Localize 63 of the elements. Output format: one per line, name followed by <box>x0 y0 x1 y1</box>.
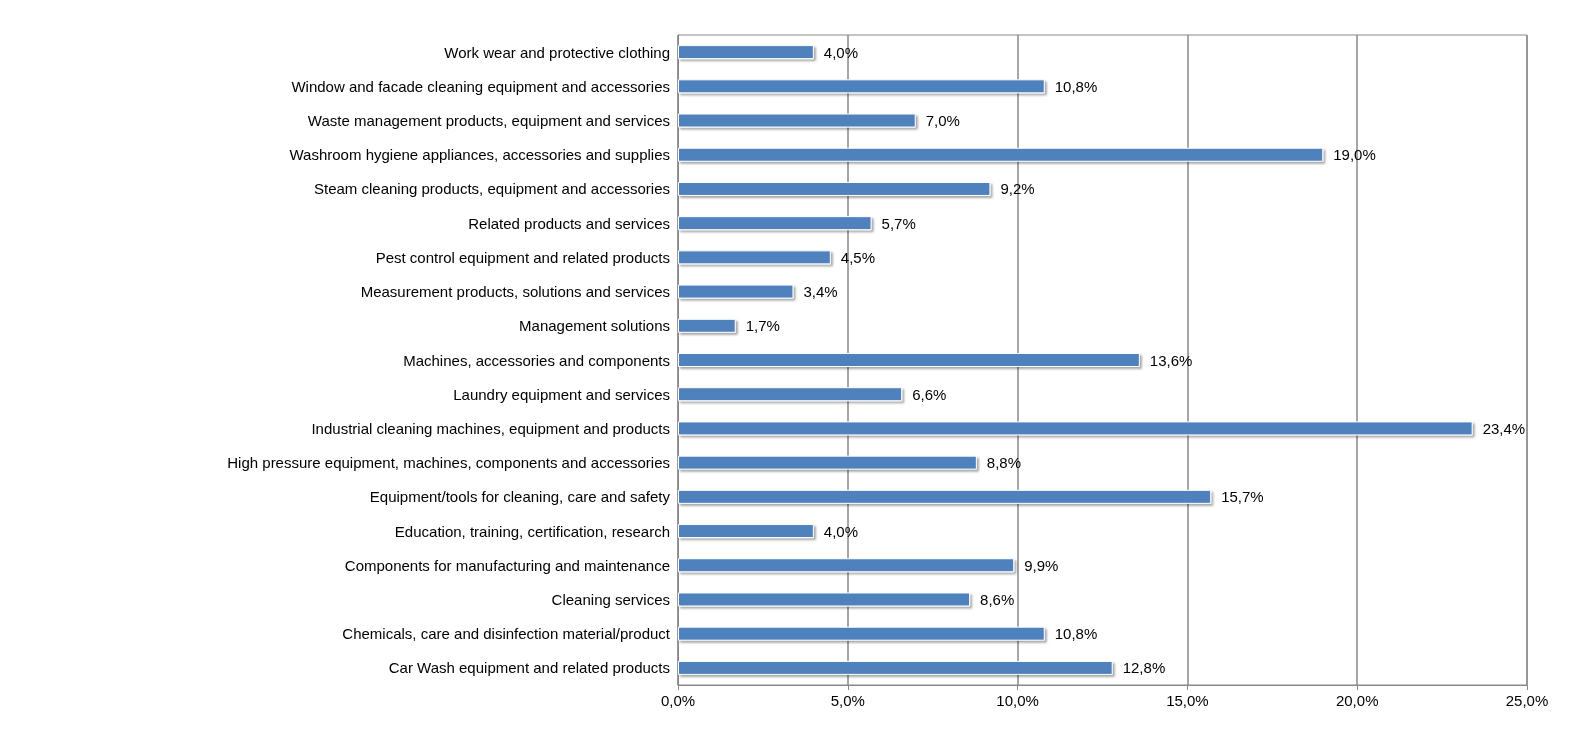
bar <box>678 318 736 333</box>
y-tick-label: High pressure equipment, machines, components and accessories <box>227 454 670 472</box>
y-tick-label: Chemicals, care and disinfection material/product <box>342 625 671 643</box>
bar <box>678 558 1015 573</box>
y-tick-label: Work wear and protective clothing <box>444 43 670 61</box>
bar <box>678 660 1113 675</box>
data-label: 3,4% <box>803 283 838 301</box>
y-tick-label: Window and facade cleaning equipment and accessories <box>291 77 670 95</box>
y-tick-label: Education, training, certification, research <box>394 522 670 540</box>
data-label: 19,0% <box>1333 146 1376 164</box>
bar <box>678 216 872 231</box>
x-tick-label: 25,0% <box>1505 692 1549 709</box>
data-label: 8,8% <box>986 454 1022 472</box>
y-tick-label: Steam cleaning products, equipment and accessories <box>313 180 670 198</box>
data-label: 4,5% <box>840 248 876 266</box>
y-tick-label: Measurement products, solutions and services <box>360 283 670 301</box>
y-tick-label: Equipment/tools for cleaning, care and safety <box>369 488 671 506</box>
bar <box>678 421 1473 436</box>
y-tick-label: Cleaning services <box>551 590 670 608</box>
data-label: 15,7% <box>1221 488 1264 506</box>
bar <box>678 489 1212 504</box>
x-tick-label: 0,0% <box>660 692 696 709</box>
data-label: 5,7% <box>881 214 916 232</box>
x-tick-label: 5,0% <box>830 692 865 709</box>
bar <box>678 524 814 539</box>
data-label: 12,8% <box>1122 659 1166 677</box>
bar <box>678 592 971 607</box>
y-tick-label: Industrial cleaning machines, equipment and products <box>311 419 670 437</box>
bar <box>678 79 1045 94</box>
bar <box>678 250 831 265</box>
y-tick-label: Machines, accessories and components <box>403 351 670 369</box>
data-label: 23,4% <box>1482 419 1526 437</box>
y-tick-label: Washroom hygiene appliances, accessories and supplies <box>289 146 670 164</box>
data-label: 6,6% <box>912 385 947 403</box>
bar <box>678 284 794 299</box>
y-tick-label: Components for manufacturing and maintenance <box>344 556 670 574</box>
y-tick-label: Laundry equipment and services <box>453 385 670 403</box>
data-label: 1,7% <box>745 317 780 335</box>
y-tick-label: Management solutions <box>519 317 670 335</box>
bar <box>678 147 1324 162</box>
data-label: 7,0% <box>925 112 960 130</box>
data-label: 10,8% <box>1054 625 1098 643</box>
x-tick-label: 10,0% <box>996 692 1039 709</box>
bar <box>678 45 814 60</box>
bar <box>678 387 903 402</box>
data-label: 8,6% <box>980 590 1015 608</box>
y-tick-label: Waste management products, equipment and services <box>307 112 670 130</box>
bar <box>678 181 991 196</box>
data-label: 9,2% <box>1000 180 1035 198</box>
y-tick-label: Car Wash equipment and related products <box>388 659 670 677</box>
y-tick-label: Pest control equipment and related products <box>375 248 670 266</box>
bar <box>678 626 1045 641</box>
bar <box>678 113 916 128</box>
data-label: 13,6% <box>1149 351 1193 369</box>
bar <box>678 353 1140 367</box>
y-tick-label: Related products and services <box>468 214 670 232</box>
data-label: 4,0% <box>823 43 859 61</box>
x-tick-label: 20,0% <box>1335 692 1379 709</box>
data-label: 4,0% <box>823 522 859 540</box>
x-tick-label: 15,0% <box>1166 692 1209 709</box>
data-label: 10,8% <box>1054 77 1098 95</box>
bar <box>678 455 977 470</box>
data-label: 9,9% <box>1024 556 1059 574</box>
